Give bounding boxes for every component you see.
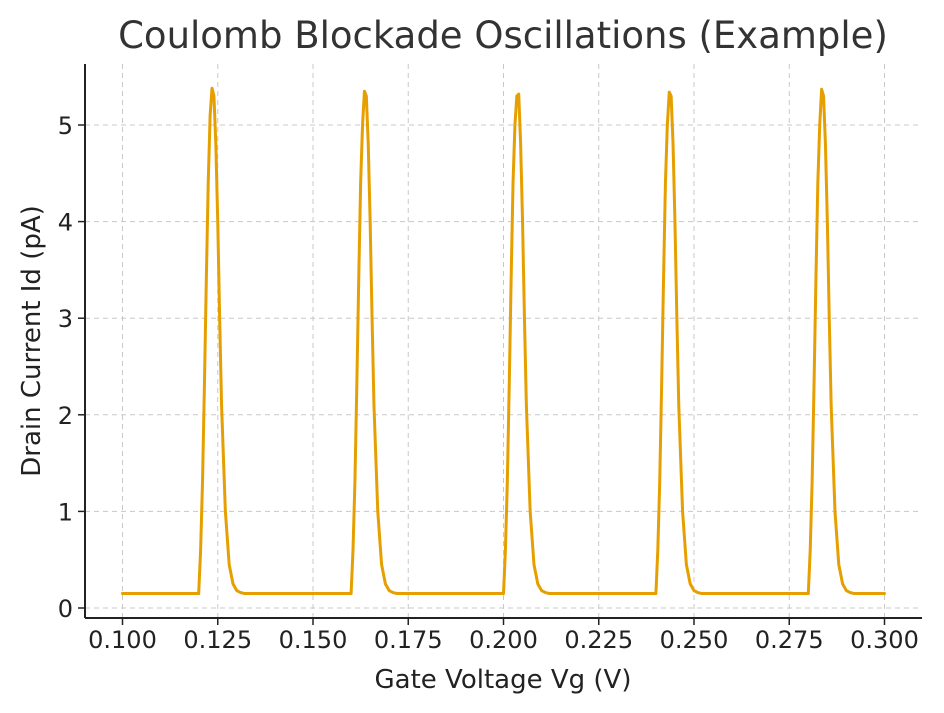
grid-lines: [85, 64, 922, 618]
x-tick-label: 0.100: [88, 626, 157, 654]
y-tick-label: 3: [58, 305, 73, 333]
x-tick-label: 0.250: [660, 626, 729, 654]
x-tick-label: 0.275: [755, 626, 824, 654]
x-tick-label: 0.175: [374, 626, 443, 654]
chart-title: Coulomb Blockade Oscillations (Example): [118, 14, 888, 57]
series-line-0: [121, 86, 886, 596]
x-tick-label: 0.225: [564, 626, 633, 654]
y-tick-label: 4: [58, 209, 73, 237]
axes: [78, 64, 922, 625]
y-tick-label: 1: [58, 498, 73, 526]
y-axis-label: Drain Current Id (pA): [17, 205, 47, 477]
tick-labels: 0.100 0.125 0.150 0.175 0.200 0.225 0.250 0.275…: [58, 112, 919, 654]
y-tick-label: 2: [58, 402, 73, 430]
x-tick-label: 0.150: [279, 626, 348, 654]
y-tick-label: 5: [58, 112, 73, 140]
y-tick-label: 0: [58, 595, 73, 623]
series-layer: [121, 86, 886, 596]
x-axis-label: Gate Voltage Vg (V): [375, 665, 632, 695]
x-tick-label: 0.200: [469, 626, 538, 654]
x-tick-label: 0.125: [183, 626, 252, 654]
x-tick-label: 0.300: [850, 626, 919, 654]
